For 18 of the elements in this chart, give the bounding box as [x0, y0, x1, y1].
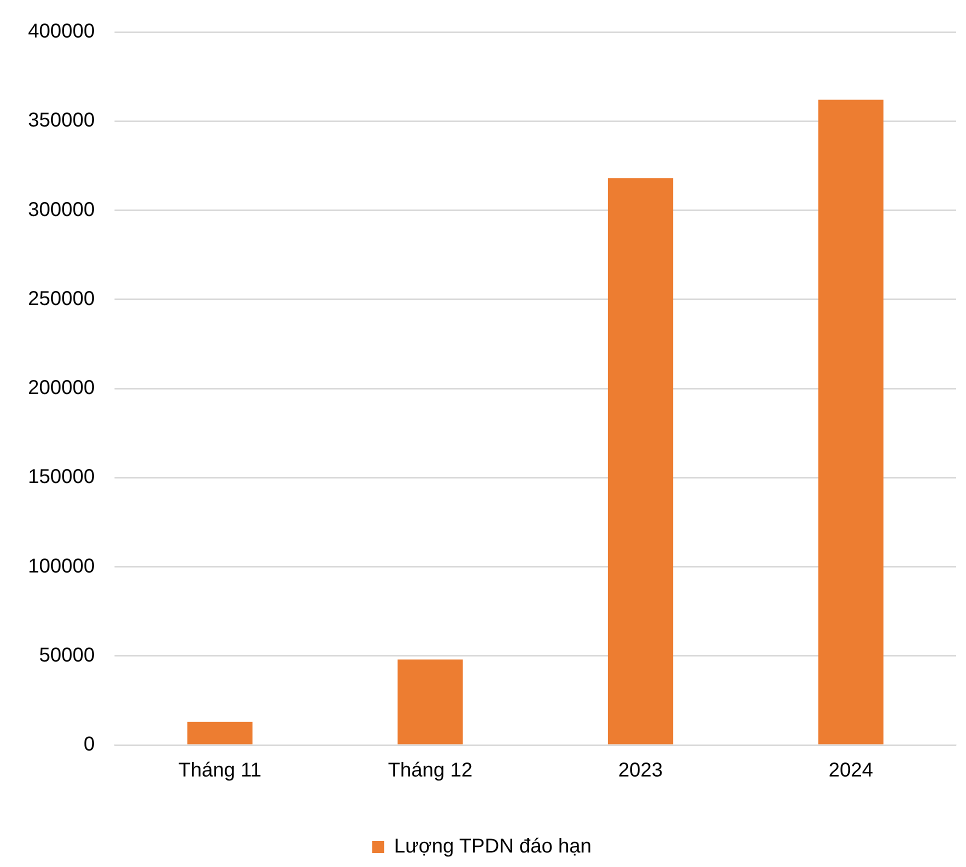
y-tick-label: 350000 — [28, 110, 95, 132]
y-tick-label: 300000 — [28, 198, 95, 221]
x-tick-label: Tháng 11 — [178, 760, 262, 782]
bar — [818, 100, 884, 744]
y-tick-label: 200000 — [28, 377, 95, 400]
bar — [398, 659, 463, 744]
bar — [187, 722, 252, 744]
y-tick-label: 50000 — [39, 644, 95, 666]
y-tick-label: 0 — [84, 734, 95, 756]
legend-label: Lượng TPDN đáo hạn — [394, 836, 592, 858]
y-tick-label: 250000 — [28, 288, 95, 310]
y-tick-label: 100000 — [28, 555, 95, 578]
x-tick-label: 2023 — [618, 760, 663, 782]
x-tick-label: 2024 — [828, 760, 874, 782]
y-tick-label: 150000 — [28, 466, 95, 488]
x-tick-label: Tháng 12 — [388, 760, 472, 782]
bar — [608, 178, 674, 744]
y-tick-label: 400000 — [28, 20, 95, 43]
